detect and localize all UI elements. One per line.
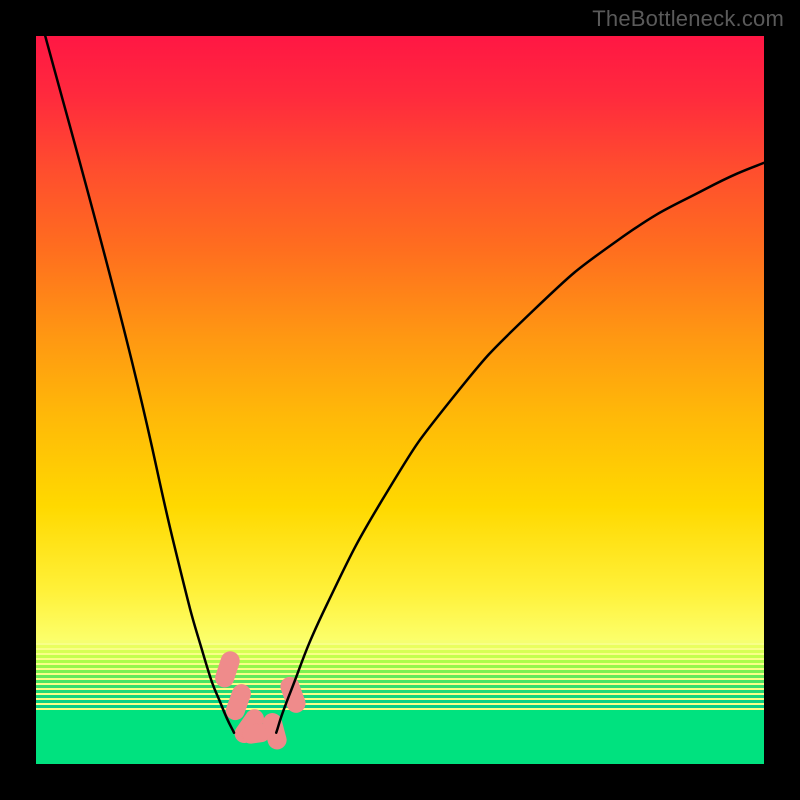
curve-right — [276, 160, 764, 733]
watermark-text: TheBottleneck.com — [592, 6, 784, 32]
plot-area — [36, 36, 764, 764]
marker-capsule — [213, 649, 241, 689]
marker-capsule — [261, 712, 288, 751]
markers-group — [213, 649, 307, 750]
canvas: TheBottleneck.com — [0, 0, 800, 800]
curve-left — [43, 36, 234, 733]
plot-svg — [36, 36, 764, 764]
